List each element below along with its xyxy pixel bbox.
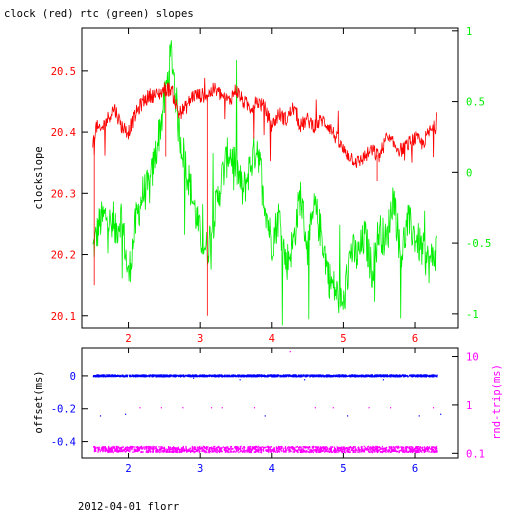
rndtrip-points-outlier (253, 407, 256, 409)
offset-points-outlier (239, 379, 241, 381)
top-y2-tick-label: 1 (466, 26, 472, 38)
top-y-tick-label: 20.1 (51, 311, 76, 323)
offset-points-outlier (382, 379, 384, 381)
rndtrip-points-outlier (160, 407, 162, 409)
rtc-slope-line (92, 40, 437, 326)
offset-points-outlier (440, 413, 442, 415)
bottom-y2-tick-label: 1 (466, 400, 472, 412)
offset-points-outlier (304, 379, 306, 381)
bottom-y-axis-label: offset(ms) (33, 370, 45, 433)
offset-points-outlier (418, 415, 420, 417)
footer-label: 2012-04-01 florr (78, 501, 179, 512)
rndtrip-points-outlier (139, 407, 141, 409)
bottom-y2-tick-label: 0.1 (466, 448, 485, 460)
bottom-x-tick-label: 6 (412, 463, 418, 475)
clock-slope-line (92, 77, 437, 168)
bottom-y2-axis-label: rnd-trip(ms) (491, 364, 503, 440)
rndtrip-points-outlier (182, 407, 184, 409)
top-x-tick-label: 3 (197, 333, 203, 345)
rndtrip-points (93, 445, 438, 454)
bottom-chart: 2 3 4 5 6 -0.4 -0.2 0 0.1 1 10 (51, 347, 485, 475)
bottom-x-tick-label: 5 (340, 463, 346, 475)
offset-points-outlier (346, 415, 349, 417)
top-x-tick-label: 2 (125, 333, 131, 345)
top-x-tick-label: 6 (412, 333, 418, 345)
top-chart: 2 3 4 5 6 20.1 20.2 20.3 20.4 20.5 -1 -0.5 0 0.5 1 (51, 26, 492, 345)
bottom-x-tick-label: 2 (125, 463, 131, 475)
bottom-y-tick-label: -0.4 (51, 437, 76, 449)
top-plot-frame (81, 27, 459, 329)
top-y-tick-label: 20.5 (51, 66, 76, 78)
rndtrip-points-outlier (221, 407, 223, 409)
offset-points (92, 374, 438, 378)
rndtrip-points-outlier (289, 351, 291, 353)
top-y2-tick-label: 0.5 (466, 97, 485, 109)
rndtrip-points-outlier (332, 407, 334, 409)
chart-title: clock (red) rtc (green) slopes (4, 8, 194, 20)
top-x-tick-label: 4 (269, 333, 275, 345)
offset-points-outlier (99, 415, 102, 417)
rndtrip-points-outlier (432, 407, 435, 409)
offset-points-outlier (193, 377, 195, 379)
top-y-axis-label: clockslope (33, 146, 45, 209)
top-y-tick-label: 20.4 (51, 127, 76, 139)
bottom-plot-frame (81, 347, 459, 459)
offset-points-outlier (124, 413, 127, 415)
rndtrip-points-outlier (368, 407, 370, 409)
top-y-tick-label: 20.3 (51, 188, 76, 200)
top-y2-tick-label: -0.5 (466, 238, 491, 250)
bottom-y-tick-label: 0 (70, 371, 76, 383)
rndtrip-points-outlier (389, 407, 392, 409)
offset-points-outlier (264, 415, 266, 417)
top-x-tick-label: 5 (340, 333, 346, 345)
top-y-tick-label: 20.2 (51, 250, 76, 262)
rndtrip-points-outlier (210, 407, 213, 409)
top-y2-tick-label: -1 (466, 309, 479, 321)
rndtrip-points-outlier (314, 407, 316, 409)
bottom-x-tick-label: 3 (197, 463, 203, 475)
bottom-y-tick-label: -0.2 (51, 404, 76, 416)
bottom-y2-tick-label: 10 (466, 352, 479, 364)
bottom-x-tick-label: 4 (269, 463, 275, 475)
top-y2-tick-label: 0 (466, 167, 472, 179)
